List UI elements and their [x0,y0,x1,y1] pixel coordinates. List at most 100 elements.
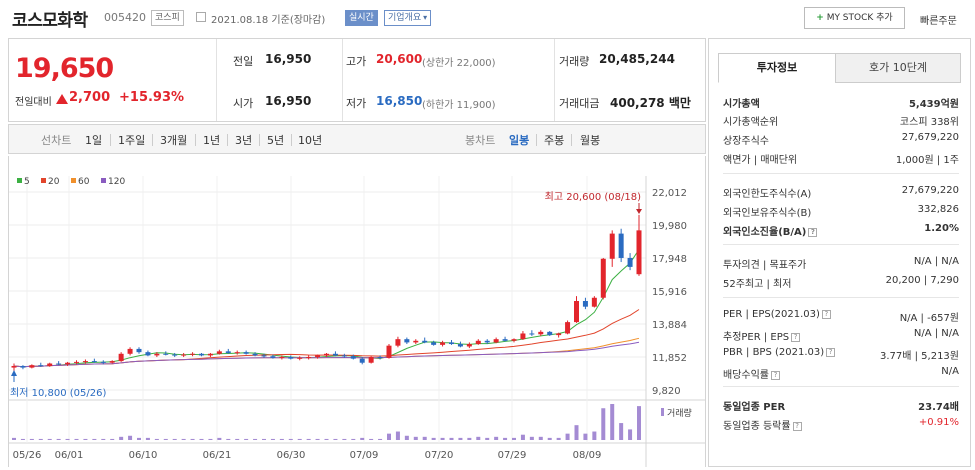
help-icon[interactable]: ? [771,370,780,380]
candle-body [297,357,303,359]
tab-weekly[interactable]: 주봉 [544,134,565,147]
tab-monthly[interactable]: 월봉 [580,134,601,147]
info-value: 3.77배 | 5,213원 [879,351,959,362]
volume-bar [610,404,615,440]
candle-body [466,344,472,347]
candle-body [118,353,124,362]
volume-label: 거래량 [559,55,590,68]
volume-bar [279,438,284,440]
tab-3month[interactable]: 3개월 [160,134,188,147]
candle-body [359,358,365,363]
moving-average-line [13,249,640,368]
info-value: +0.91% [918,417,959,428]
legend-swatch [101,178,106,183]
x-tick-label: 07/29 [498,450,527,461]
candle-body [565,322,571,334]
x-tick-label: 06/30 [277,450,306,461]
volume-bar [235,438,240,440]
info-value: N/A | -657원 [899,313,959,324]
low-label: 저가 [346,97,367,110]
tab-candle-chart[interactable]: 봉차트 [465,134,496,147]
info-value: 1.20% [924,223,959,234]
tab-investment-info[interactable]: 투자정보 [718,53,836,83]
candle-body [341,355,347,357]
divider [723,297,959,298]
low-value: 16,850 [376,94,423,108]
volume-bar [208,438,213,440]
tab-5year[interactable]: 5년 [267,134,285,147]
help-icon[interactable]: ? [821,309,831,319]
candle-body [127,348,133,354]
tab-3year[interactable]: 3년 [235,134,253,147]
volume-bar [449,437,454,440]
candle-body [136,348,142,353]
moving-average-line [13,341,640,368]
info-label: 동일업종 등락률? [723,417,802,432]
candle-body [395,339,401,346]
candle-body [306,357,312,359]
realtime-button[interactable]: 실시간 [345,10,378,26]
y-tick-label: 22,012 [652,188,687,199]
candle-body [377,357,383,359]
help-icon[interactable]: ? [791,332,801,342]
candlestick-chart[interactable]: 22,012 19,980 17,948 15,916 13,884 11,852 9,82… [9,156,705,467]
info-value: 332,826 [917,204,959,215]
info-label: 외국인소진율(B/A)? [723,223,818,238]
y-tick-label: 13,884 [652,320,687,331]
volume-bar [56,438,61,440]
volume-bar [529,436,534,440]
legend-label: 60 [78,177,90,187]
divider [723,244,959,245]
volume-bar [592,431,597,440]
x-tick-label: 08/09 [573,450,602,461]
candle-body [386,345,392,358]
info-label: 상장주식수 [723,136,769,147]
prev-close-value: 16,950 [265,52,312,66]
chevron-down-icon: ▾ [423,13,428,22]
candle-body [181,354,187,356]
candle-body [74,361,79,363]
candle-body [65,362,71,365]
volume-bar [226,438,231,440]
tab-1year[interactable]: 1년 [203,134,221,147]
tab-1week[interactable]: 1주일 [118,134,146,147]
price-chart[interactable]: 22,012 19,980 17,948 15,916 13,884 11,852 9,82… [8,156,706,467]
info-row: 동일업종 등락률? +0.91% [723,415,959,433]
quote-panel: 19,650 전일대비 2,700 +15.93% 전일 16,950 시가 1… [8,38,706,122]
add-mystock-button[interactable]: + MY STOCK 추가 [804,7,905,29]
help-icon[interactable]: ? [808,227,818,237]
volume-bar [512,437,516,440]
help-icon[interactable]: ? [826,347,836,357]
divider [554,39,555,121]
volume-bar [172,438,177,440]
volume-bar [476,436,481,440]
legend-swatch [71,178,76,183]
divider [259,134,260,146]
info-label: 외국인한도주식수(A) [723,189,812,200]
tab-line-chart[interactable]: 선차트 [41,134,72,147]
info-value: N/A | N/A [913,256,959,267]
help-icon[interactable]: ? [792,421,802,431]
volume-bar [38,438,43,440]
tab-order-book[interactable]: 호가 10단계 [835,53,961,83]
volume-label: 거래량 [667,407,692,419]
candle-body [627,257,633,267]
y-tick-label: 11,852 [652,353,687,364]
volume-bar [404,435,409,440]
company-overview-button[interactable]: 기업개요 ▾ [384,10,432,26]
divider [723,386,959,387]
volume-bar [395,431,400,440]
volume-bar [12,437,16,440]
quick-order-link[interactable]: 빠른주문 [920,16,957,27]
change-percent: +15.93% [119,90,185,105]
info-value: 5,439억원 [908,99,959,110]
tab-10year[interactable]: 10년 [298,134,323,147]
candle-body [520,333,526,340]
volume-bar [360,437,365,440]
volume-bar [315,438,320,440]
tab-daily[interactable]: 일봉 [509,134,530,147]
candle-body [216,351,222,354]
tab-1day[interactable]: 1일 [85,134,103,147]
open-value: 16,950 [265,94,312,108]
divider [152,134,153,146]
